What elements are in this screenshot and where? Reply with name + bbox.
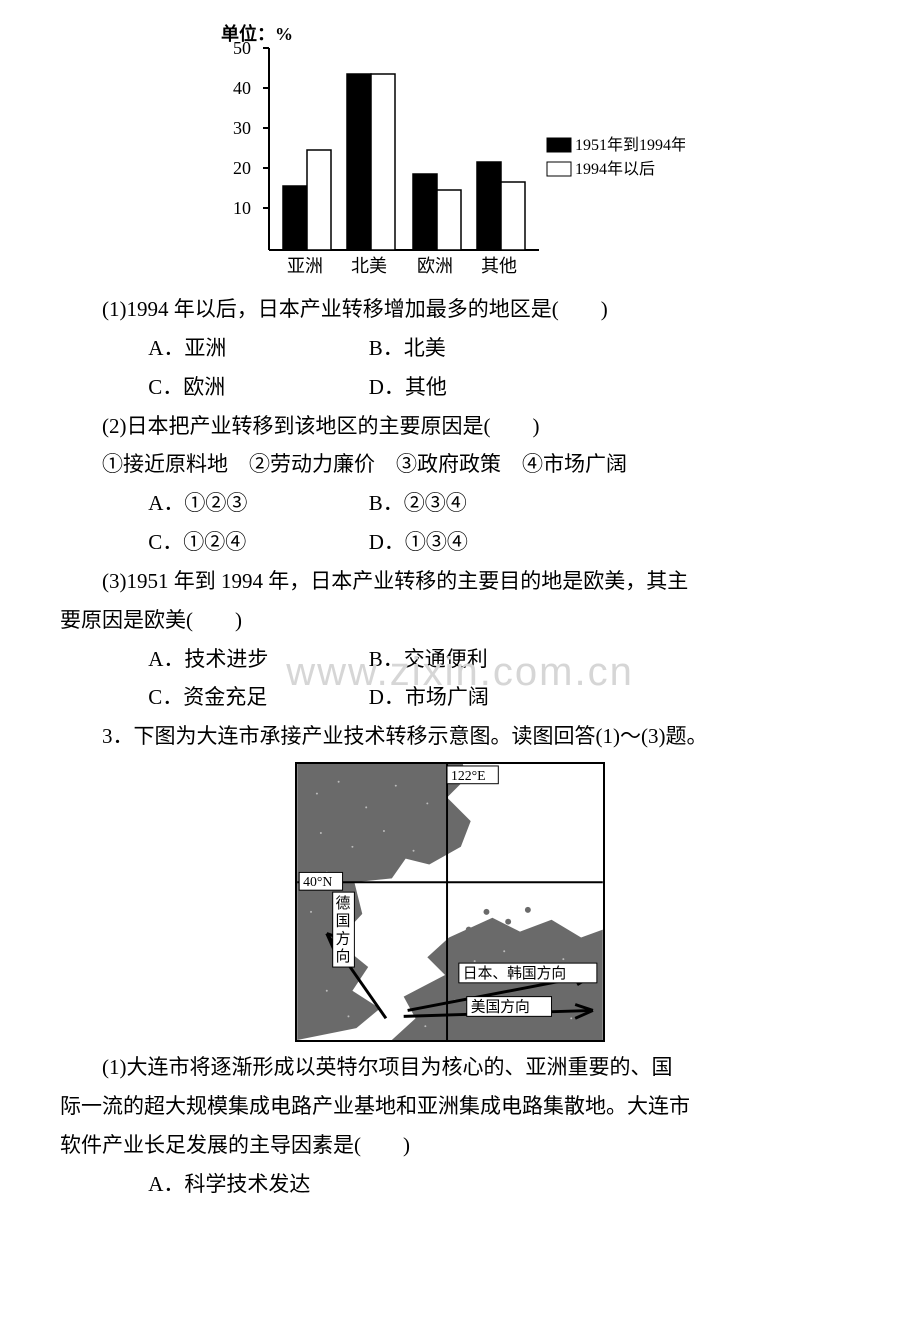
q2-2-nums: ①接近原料地 ②劳动力廉价 ③政府政策 ④市场广阔 <box>60 445 840 484</box>
dalian-map: 122°E 40°N 德 国 方 向 日本、韩国方向 美国方向 <box>295 762 605 1042</box>
q2-2-opt-b: B．②③④ <box>369 484 590 523</box>
svg-text:1994年以后: 1994年以后 <box>575 160 655 178</box>
bars <box>283 74 525 250</box>
q2-3-opt-c: C．资金充足 <box>148 678 369 717</box>
svg-text:德: 德 <box>336 894 351 912</box>
q2-3-opt-a: A．技术进步 <box>148 640 369 679</box>
q2-2-stem: (2)日本把产业转移到该地区的主要原因是( ) <box>60 407 840 446</box>
svg-text:10: 10 <box>233 198 251 218</box>
legend: 1951年到1994年 1994年以后 <box>547 136 685 178</box>
q2-1-opt-c: C．欧洲 <box>148 368 369 407</box>
q3-1-line2: 际一流的超大规模集成电路产业基地和亚洲集成电路集散地。大连市 <box>60 1087 840 1126</box>
q2-1-opt-b: B．北美 <box>369 329 590 368</box>
svg-text:122°E: 122°E <box>451 768 486 783</box>
svg-text:40°N: 40°N <box>303 874 332 889</box>
svg-text:1951年到1994年: 1951年到1994年 <box>575 136 685 154</box>
q2-3-stem-line1: (3)1951 年到 1994 年，日本产业转移的主要目的地是欧美，其主 <box>60 562 840 601</box>
svg-text:30: 30 <box>233 118 251 138</box>
svg-text:北美: 北美 <box>351 256 387 276</box>
svg-text:其他: 其他 <box>481 256 517 276</box>
q3-1-line3: 软件产业长足发展的主导因素是( ) <box>60 1126 840 1165</box>
q3-lead: 3．下图为大连市承接产业技术转移示意图。读图回答(1)～(3)题。 <box>60 717 840 756</box>
q2-2-opt-d: D．①③④ <box>369 523 590 562</box>
q2-1-opt-d: D．其他 <box>369 368 590 407</box>
svg-text:40: 40 <box>233 78 251 98</box>
svg-text:欧洲: 欧洲 <box>417 256 453 276</box>
svg-text:向: 向 <box>336 948 351 965</box>
q2-2-opt-c: C．①②④ <box>148 523 369 562</box>
svg-text:美国方向: 美国方向 <box>471 999 530 1016</box>
q2-1-opt-a: A．亚洲 <box>148 329 369 368</box>
q2-3-opt-d: D．市场广阔 <box>369 678 590 717</box>
q3-1-opt-a: A．科学技术发达 <box>60 1165 840 1204</box>
chart-unit-label: 单位：% <box>221 24 293 44</box>
svg-text:20: 20 <box>233 158 251 178</box>
q2-2-opt-a: A．①②③ <box>148 484 369 523</box>
svg-text:亚洲: 亚洲 <box>287 256 323 276</box>
q2-1-stem: (1)1994 年以后，日本产业转移增加最多的地区是( ) <box>60 290 840 329</box>
svg-text:日本、韩国方向: 日本、韩国方向 <box>463 965 566 982</box>
japan-transfer-bar-chart: 单位：% 50 40 30 20 10 <box>215 24 685 284</box>
svg-text:50: 50 <box>233 38 251 58</box>
y-axis: 50 40 30 20 10 <box>233 38 269 250</box>
q2-3-stem-line2: 要原因是欧美( ) <box>60 601 840 640</box>
x-labels: 亚洲 北美 欧洲 其他 <box>287 256 517 276</box>
q3-1-line1: (1)大连市将逐渐形成以英特尔项目为核心的、亚洲重要的、国 <box>60 1048 840 1087</box>
svg-text:方: 方 <box>336 931 351 948</box>
q2-3-opt-b: B．交通便利 <box>369 640 590 679</box>
svg-text:国: 国 <box>336 913 351 930</box>
